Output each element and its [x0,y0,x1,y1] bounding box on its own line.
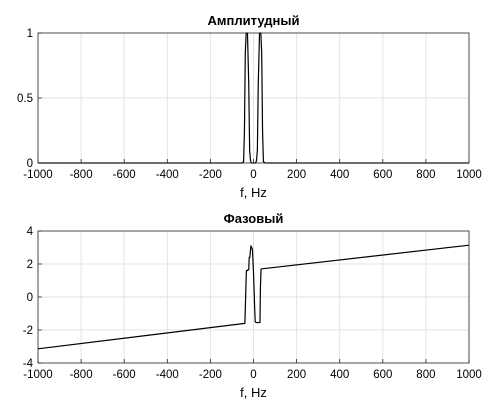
series-line-0 [37,244,470,350]
x-tick-label: -400 [156,169,179,181]
x-tick-label: 0 [250,369,256,381]
amplitude-x-axis-label: f, Hz [240,185,267,200]
axes-box [37,32,470,164]
x-tick-label: -200 [199,169,222,181]
x-tick-label: -800 [70,169,93,181]
y-tick-label: 0 [27,292,33,304]
x-tick-label: -800 [70,369,93,381]
x-tick-label: 400 [330,169,349,181]
x-tick-label: 200 [287,169,306,181]
x-tick-label: 1000 [456,369,482,381]
x-tick-label: 600 [373,369,392,381]
x-tick-label: -600 [113,169,136,181]
x-tick-label: 1000 [456,169,482,181]
y-tick-label: 4 [27,226,34,238]
phase-x-axis-label: f, Hz [240,385,267,400]
x-tick-label: -1000 [23,369,52,381]
x-tick-label: -400 [156,369,179,381]
axes-box [37,230,470,364]
y-tick-label: 0 [27,158,33,170]
phase-title: Фазовый [224,211,284,226]
phase-plot: -1000 -800 -600 -400 -200 0 200 400 600 800 1000 -4… [23,211,482,400]
x-tick-label: 800 [416,169,435,181]
amplitude-title: Амплитудный [208,13,300,28]
amplitude-plot: -1000 -800 -600 -400 -200 0 200 400 600 800 1000 0 0… [17,13,482,200]
x-tick-label: 0 [250,169,256,181]
y-tick-label: 1 [27,28,33,40]
y-tick-label: 0.5 [17,93,33,105]
x-tick-label: -200 [199,369,222,381]
x-tick-label: -600 [113,369,136,381]
x-tick-label: 600 [373,169,392,181]
x-tick-label: 800 [416,369,435,381]
x-tick-label: -1000 [23,169,52,181]
x-tick-label: 400 [330,369,349,381]
y-tick-label: -2 [23,325,33,337]
y-tick-label: -4 [23,358,34,370]
x-tick-label: 200 [287,369,306,381]
y-tick-label: 2 [27,259,33,271]
